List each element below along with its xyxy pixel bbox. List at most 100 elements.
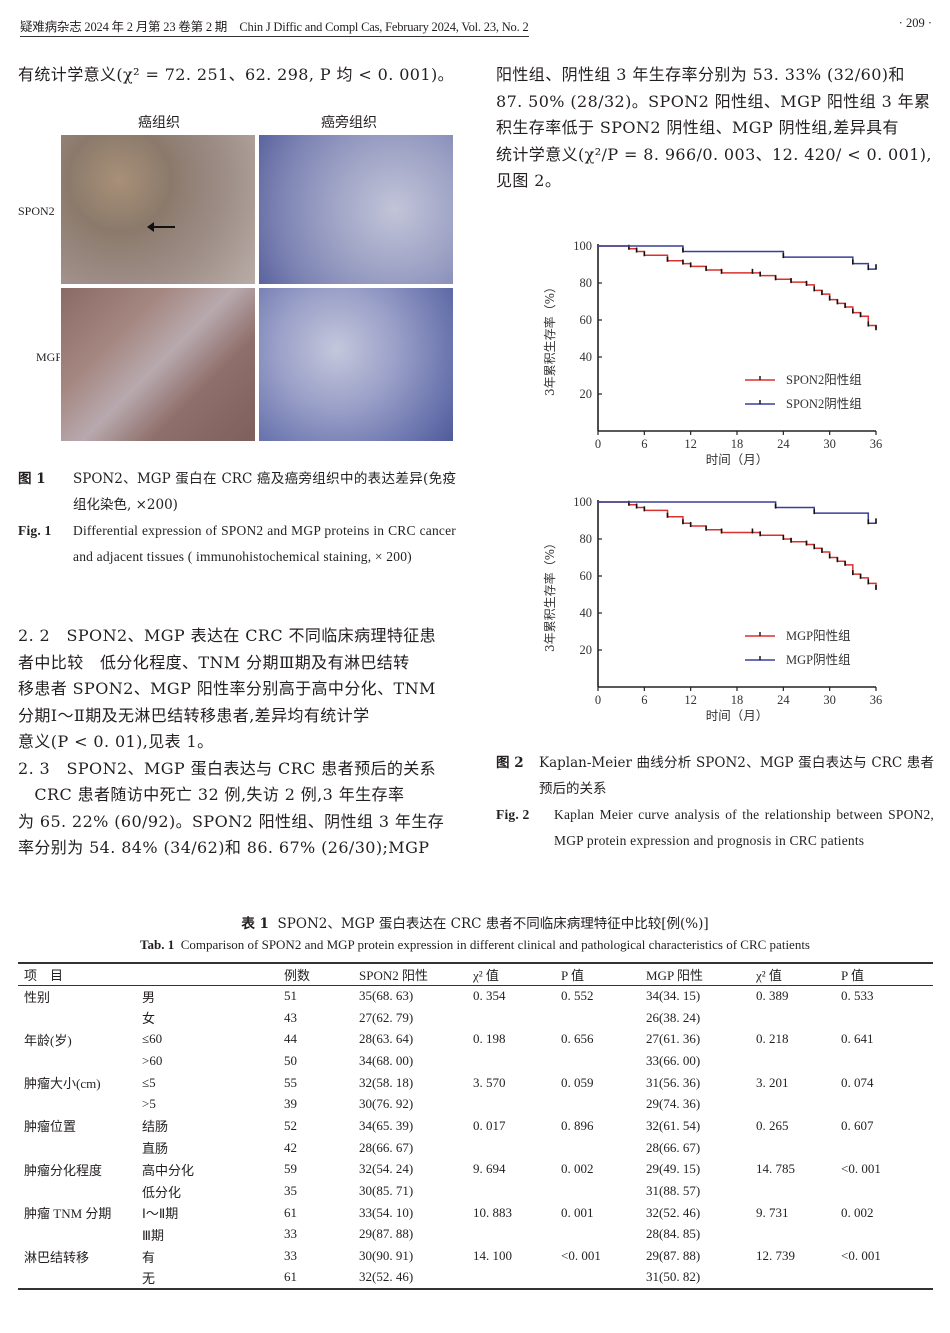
caption-label-en: Fig. 2	[496, 807, 530, 822]
table-label-en: Tab. 1	[139, 937, 175, 952]
table-row: 低分化 35 30(85. 71) 31(88. 57)	[18, 1180, 933, 1202]
text-line: 移患者 SPON2、MGP 阳性率分别高于高中分化、TNM	[18, 679, 436, 698]
legend-label: MGP阳性组	[786, 629, 851, 643]
section-2-2: 2. 2 SPON2、MGP 表达在 CRC 不同临床病理特征患 者中比较 低分…	[18, 623, 456, 862]
table-cell	[555, 1007, 640, 1029]
table-cell: 0. 002	[841, 1204, 874, 1220]
table-cell: 有	[142, 1249, 156, 1265]
y-tick-label: 100	[573, 495, 592, 509]
table-cell: <0. 001	[841, 1161, 881, 1177]
table-cell: 61	[284, 1204, 297, 1220]
table-cell: 33	[284, 1248, 297, 1264]
legend-label: SPON2阴性组	[786, 397, 862, 411]
table-row: 肿瘤大小(cm) ≤5 55 32(58. 18) 3. 570 0. 059 31(56.…	[18, 1072, 933, 1094]
table-cell: 0. 354	[473, 988, 506, 1004]
text-line: 2. 3 SPON2、MGP 蛋白表达与 CRC 患者预后的关系	[18, 758, 437, 778]
km-plot-spon2: 20 40 60 80 100 0 6 12 18 24 30 36 时间（月） 3年累积生存率（%） SP…	[542, 239, 882, 467]
table-cell	[18, 1137, 136, 1159]
table-cell: 29(87. 88)	[359, 1226, 414, 1242]
table-cell: 男	[142, 989, 156, 1005]
table-1-title-cn: 表 1 SPON2、MGP 蛋白表达在 CRC 患者不同临床病理特征中比较[例(…	[0, 912, 950, 932]
table-header-row: 项 目 例数 SPON2 阳性 χ² 值 P 值 MGP 阳性 χ² 值 P 值	[18, 963, 933, 985]
caption-text-en: Kaplan Meier curve analysis of the relat…	[554, 807, 934, 848]
table-cell: 50	[284, 1052, 297, 1068]
table-cell	[467, 1224, 555, 1246]
table-cell: 35(68. 63)	[359, 988, 414, 1004]
table-1-title-en: Tab. 1 Comparison of SPON2 and MGP prote…	[0, 937, 950, 953]
km-curve-negative	[598, 245, 877, 270]
micrograph-spon2-cancer	[60, 134, 256, 285]
table-cell: 44	[284, 1031, 297, 1047]
table-cell	[467, 1093, 555, 1115]
caption-text-cn: Kaplan-Meier 曲线分析 SPON2、MGP 蛋白表达与 CRC 患者…	[539, 755, 934, 797]
table-cell: 14. 785	[756, 1161, 795, 1177]
figure-2-caption: 图 2 Kaplan-Meier 曲线分析 SPON2、MGP 蛋白表达与 CR…	[496, 750, 934, 880]
legend-label: MGP阴性组	[786, 653, 851, 667]
x-tick-label: 12	[684, 437, 697, 451]
table-1: 项 目 例数 SPON2 阳性 χ² 值 P 值 MGP 阳性 χ² 值 P 值…	[18, 962, 933, 1290]
table-row: 性别 男 51 35(68. 63) 0. 354 0. 552 34(34. 15) 0. …	[18, 985, 933, 1007]
table-row: 淋巴结转移 有 33 30(90. 91) 14. 100 <0. 001 29(87. 8…	[18, 1245, 933, 1267]
table-cell: 59	[284, 1161, 297, 1177]
table-cell: 43	[284, 1009, 297, 1025]
x-axis-label: 时间（月）	[706, 708, 769, 723]
km-chart-mgp: 20 40 60 80 100 0 6 12 18 24 30 36 时间（月） 3年累积生存率（%） MG…	[530, 486, 900, 726]
table-cell	[555, 1137, 640, 1159]
table-cell: 肿瘤大小(cm)	[24, 1076, 101, 1092]
table-cell: 52	[284, 1117, 297, 1133]
text-line: 2. 2 SPON2、MGP 表达在 CRC 不同临床病理特征患	[18, 626, 437, 645]
table-cell: >5	[142, 1096, 156, 1112]
table-row: 女 43 27(62. 79) 26(38. 24)	[18, 1007, 933, 1029]
table-cell	[750, 1007, 835, 1029]
table-body: 性别 男 51 35(68. 63) 0. 354 0. 552 34(34. 15) 0. …	[18, 985, 933, 1289]
y-tick-label: 100	[573, 239, 592, 253]
table-row: 无 61 32(52. 46) 31(50. 82)	[18, 1267, 933, 1289]
table-cell: 年龄(岁)	[24, 1032, 72, 1048]
header-spon2: SPON2 阳性	[359, 967, 428, 983]
table-cell: 3. 570	[473, 1074, 506, 1090]
y-tick-label: 60	[580, 569, 593, 583]
table-cell	[18, 1007, 136, 1029]
y-tick-label: 20	[580, 643, 593, 657]
table-cell: 女	[142, 1011, 156, 1027]
text-line: 统计学意义(χ²/P = 8. 966/0. 003、12. 420/ < 0.…	[496, 144, 932, 164]
table-cell: 28(66. 67)	[359, 1139, 414, 1155]
table-cell	[555, 1267, 640, 1289]
table-cell: 29(87. 88)	[646, 1248, 701, 1264]
text-line: 87. 50% (28/32)。SPON2 阳性组、MGP 阳性组 3 年累	[496, 91, 931, 111]
text-line: 率分别为 54. 84% (34/62)和 86. 67% (26/30);MG…	[18, 838, 430, 857]
table-cell: 55	[284, 1074, 297, 1090]
table-cell: 9. 694	[473, 1161, 506, 1177]
y-tick-label: 60	[580, 313, 593, 327]
y-tick-label: 40	[580, 350, 593, 364]
caption-text-cn: SPON2、MGP 蛋白在 CRC 癌及癌旁组织中的表达差异(免疫组化染色, ×…	[73, 471, 456, 513]
table-cell: 9. 731	[756, 1204, 789, 1220]
caption-label: 图 1	[18, 471, 46, 487]
header-chi2-mgp: χ² 值	[756, 967, 782, 983]
km-plot-mgp: 20 40 60 80 100 0 6 12 18 24 30 36 时间（月） 3年累积生存率（%） MG…	[542, 495, 882, 723]
table-cell: 淋巴结转移	[24, 1249, 90, 1265]
header-item: 项 目	[24, 967, 64, 983]
table-cell: 28(84. 85)	[646, 1226, 701, 1242]
table-cell: 0. 265	[756, 1117, 789, 1133]
table-cell: 30(85. 71)	[359, 1183, 414, 1199]
arrow-icon	[147, 222, 175, 232]
figure-1-caption: 图 1 SPON2、MGP 蛋白在 CRC 癌及癌旁组织中的表达差异(免疫组化染…	[18, 466, 456, 596]
text-line: 分期Ⅰ～Ⅱ期及无淋巴结转移患者,差异均有统计学	[18, 705, 370, 725]
figure-1-ihc-panel: 癌组织 癌旁组织 SPON2 MGP	[18, 112, 458, 447]
table-row: Ⅲ期 33 29(87. 88) 28(84. 85)	[18, 1224, 933, 1246]
header-subitem	[136, 963, 278, 985]
column-title-cancer: 癌组织	[138, 115, 180, 131]
table-cell: 结肠	[142, 1119, 169, 1135]
y-axis-label: 3年累积生存率（%）	[542, 537, 557, 652]
table-cell: 28(66. 67)	[646, 1139, 701, 1155]
table-cell: 27(62. 79)	[359, 1009, 414, 1025]
table-cell: 32(58. 18)	[359, 1074, 414, 1090]
x-axis-label: 时间（月）	[706, 452, 769, 467]
micrograph-spon2-adjacent	[258, 134, 454, 285]
table-cell	[18, 1180, 136, 1202]
table-cell	[750, 1180, 835, 1202]
table-cell: ≤60	[142, 1031, 163, 1047]
table-cell: >60	[142, 1052, 163, 1068]
table-cell: 高中分化	[142, 1162, 195, 1178]
